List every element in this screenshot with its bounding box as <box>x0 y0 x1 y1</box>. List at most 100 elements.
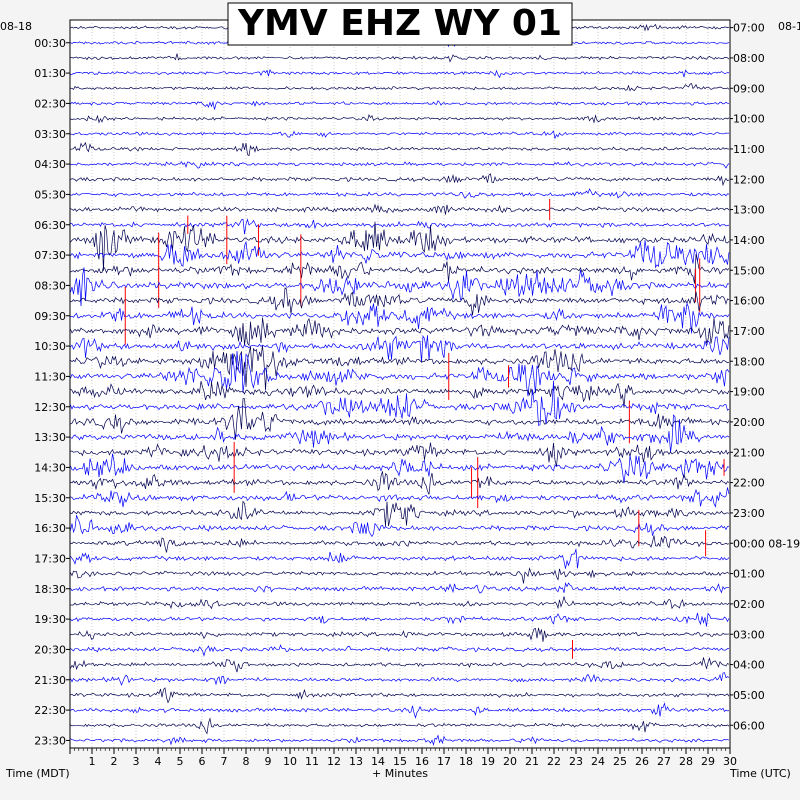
right-axis-caption: Time (UTC) <box>729 767 791 780</box>
x-tick-label-1: 1 <box>89 755 96 768</box>
x-tick-label-24: 24 <box>591 755 605 768</box>
x-tick-label-8: 8 <box>243 755 250 768</box>
trace-row-15 <box>70 221 730 271</box>
left-time-label: 11:30 <box>34 370 66 383</box>
trace-row-45 <box>70 687 730 704</box>
x-tick-label-19: 19 <box>481 755 495 768</box>
right-time-label: 20:00 <box>733 416 765 429</box>
left-time-label: 19:30 <box>34 613 66 626</box>
right-time-label: 07:00 <box>733 22 765 35</box>
trace-row-46 <box>70 702 730 719</box>
title-box <box>227 2 573 46</box>
left-time-label: 22:30 <box>34 704 66 717</box>
x-tick-label-25: 25 <box>613 755 627 768</box>
right-time-label: 10:00 <box>733 113 765 126</box>
left-time-label: 18:30 <box>34 583 66 596</box>
trace-row-18 <box>70 267 730 307</box>
trace-row-39 <box>70 596 730 610</box>
trace-row-26 <box>70 380 730 426</box>
right-time-label: 11:00 <box>733 143 765 156</box>
right-time-label: 12:00 <box>733 173 765 186</box>
trace-row-24 <box>70 350 730 397</box>
chart-title: YMV EHZ WY 01 <box>237 3 562 44</box>
right-time-label: 13:00 <box>733 204 765 217</box>
left-time-label: 07:30 <box>34 249 66 262</box>
left-time-label: 15:30 <box>34 492 66 505</box>
trace-row-20 <box>70 302 730 334</box>
trace-row-19 <box>70 287 730 316</box>
trace-row-6 <box>70 100 730 110</box>
x-axis-ticks: 1 2 3 4 5 6 7 8 9 10 11 12 13 14 15 16 17 18 19 20 21 22 23 24 2… <box>69 748 737 768</box>
x-tick-label-5: 5 <box>177 755 184 768</box>
trace-row-17 <box>70 254 730 284</box>
x-tick-label-29: 29 <box>701 755 715 768</box>
trace-row-32 <box>70 487 730 508</box>
trace-row-8 <box>70 130 730 140</box>
right-time-label: 17:00 <box>733 325 765 338</box>
x-tick-label-15: 15 <box>393 755 407 768</box>
trace-row-36 <box>70 549 730 569</box>
trace-row-16 <box>70 240 730 269</box>
trace-row-14 <box>70 218 730 235</box>
x-tick-label-7: 7 <box>221 755 228 768</box>
trace-row-25 <box>70 381 730 408</box>
x-tick-label-17: 17 <box>437 755 451 768</box>
right-time-label: 00:00 08-19 <box>733 537 800 550</box>
trace-row-41 <box>70 627 730 642</box>
x-tick-label-30: 30 <box>723 755 737 768</box>
trace-row-44 <box>70 672 730 686</box>
right-time-label: 16:00 <box>733 295 765 308</box>
left-time-label: 14:30 <box>34 461 66 474</box>
left-time-label: 12:30 <box>34 401 66 414</box>
right-time-label: 03:00 <box>733 628 765 641</box>
x-tick-label-22: 22 <box>547 755 561 768</box>
x-tick-label-20: 20 <box>503 755 517 768</box>
left-time-labels: 00:30 01:30 02:30 03:30 04:30 05:30 06:30 07:30… <box>34 37 70 747</box>
left-time-label: 02:30 <box>34 97 66 110</box>
x-tick-label-16: 16 <box>415 755 429 768</box>
x-tick-label-12: 12 <box>327 755 341 768</box>
trace-row-4 <box>70 68 730 79</box>
left-time-label: 16:30 <box>34 522 66 535</box>
minute-grid <box>91 20 709 748</box>
trace-row-37 <box>70 567 730 584</box>
trace-row-5 <box>70 82 730 92</box>
x-tick-label-28: 28 <box>679 755 693 768</box>
trace-row-23 <box>70 345 730 391</box>
trace-row-43 <box>70 657 730 673</box>
right-time-label: 08:00 <box>733 52 765 65</box>
x-tick-label-11: 11 <box>305 755 319 768</box>
left-time-label: 09:30 <box>34 310 66 323</box>
trace-row-42 <box>70 644 730 657</box>
x-tick-label-27: 27 <box>657 755 671 768</box>
left-time-label: 01:30 <box>34 67 66 80</box>
left-time-label: 10:30 <box>34 340 66 353</box>
right-time-label: 04:00 <box>733 659 765 672</box>
trace-row-31 <box>70 471 730 495</box>
x-tick-label-26: 26 <box>635 755 649 768</box>
trace-row-40 <box>70 612 730 627</box>
left-time-label: 08:30 <box>34 279 66 292</box>
right-time-label: 06:00 <box>733 719 765 732</box>
trace-row-11 <box>70 173 730 187</box>
right-time-label: 21:00 <box>733 446 765 459</box>
left-time-label: 13:30 <box>34 431 66 444</box>
trace-row-29 <box>70 442 730 467</box>
trace-row-10 <box>70 161 730 169</box>
date-right-label: 08-1 <box>778 20 800 33</box>
x-tick-label-21: 21 <box>525 755 539 768</box>
right-time-label: 09:00 <box>733 82 765 95</box>
left-time-label: 06:30 <box>34 219 66 232</box>
right-time-label: 23:00 <box>733 507 765 520</box>
trace-row-13 <box>70 203 730 215</box>
x-tick-label-3: 3 <box>133 755 140 768</box>
trace-row-27 <box>70 398 730 440</box>
right-time-label: 19:00 <box>733 386 765 399</box>
x-tick-label-14: 14 <box>371 755 385 768</box>
trace-row-12 <box>70 188 730 199</box>
left-time-label: 23:30 <box>34 734 66 747</box>
date-left-label: 08-18 <box>0 20 32 33</box>
x-tick-label-9: 9 <box>265 755 272 768</box>
x-tick-label-10: 10 <box>283 755 297 768</box>
